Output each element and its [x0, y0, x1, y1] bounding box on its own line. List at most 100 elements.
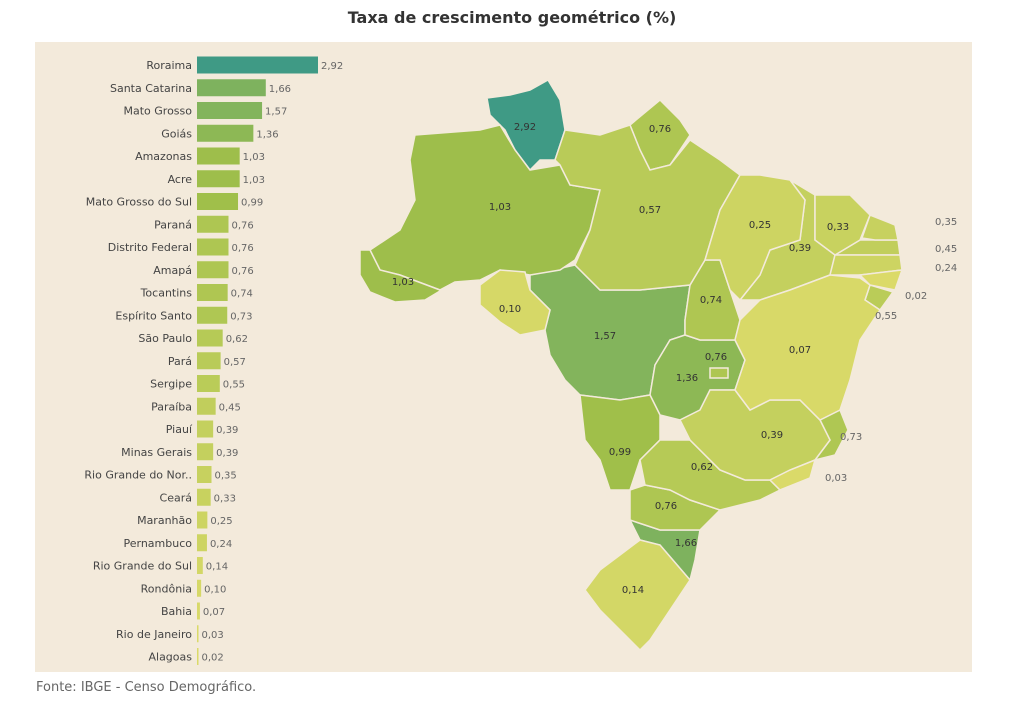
bar-value-label: 0,55	[223, 380, 245, 391]
bar	[197, 466, 212, 483]
bar-label: Roraima	[146, 59, 192, 72]
map-value-label: 0,02	[905, 291, 927, 302]
bar	[197, 329, 223, 347]
map-value-label: 0,07	[789, 345, 811, 356]
bar	[197, 579, 202, 597]
bar-value-label: 0,76	[231, 266, 253, 277]
map-value-label: 0,45	[935, 244, 957, 255]
bar-value-label: 1,03	[243, 152, 265, 163]
map-state	[814, 194, 871, 256]
map-state	[359, 249, 456, 303]
bar-label: Paraná	[154, 218, 192, 231]
bar	[197, 284, 228, 301]
map-value-label: 0,74	[700, 295, 722, 306]
bar-value-label: 0,99	[241, 198, 263, 209]
bar-value-label: 0,24	[210, 539, 232, 550]
bar	[197, 397, 216, 415]
map-value-label: 0,99	[609, 447, 631, 458]
bar	[197, 557, 203, 574]
map-value-label: 2,92	[514, 122, 536, 133]
bar-label: Amazonas	[135, 150, 192, 163]
bar	[197, 215, 229, 233]
bar	[197, 420, 214, 438]
bar-label: Rio Grande do Sul	[93, 560, 192, 573]
map-value-label: 0,39	[789, 243, 811, 254]
map-value-label: 0,73	[840, 432, 862, 443]
bar-value-label: 0,39	[216, 425, 238, 436]
bar-label: Piauí	[166, 423, 193, 436]
chart-title: Taxa de crescimento geométrico (%)	[347, 8, 677, 27]
map-value-label: 0,76	[705, 352, 727, 363]
map-value-label: 1,36	[676, 373, 698, 384]
bar-value-label: 1,03	[243, 175, 265, 186]
bar-value-label: 0,35	[215, 471, 237, 482]
map-value-label: 1,66	[675, 538, 697, 549]
bar	[197, 375, 220, 392]
bar	[197, 511, 208, 529]
map-state	[860, 214, 899, 241]
bar	[197, 625, 199, 643]
bar	[197, 124, 254, 142]
map-value-label: 0,33	[827, 222, 849, 233]
bar	[197, 261, 229, 279]
bar-label: Paraíba	[151, 400, 192, 413]
bar-label: Rio Grande do Nor..	[84, 469, 192, 482]
bar-value-label: 0,57	[224, 357, 246, 368]
chart-panel: Roraima 2,92 Santa Catarina 1,66 Mato Grosso…	[35, 42, 972, 672]
bar-label: Minas Gerais	[121, 446, 192, 459]
bar	[197, 488, 211, 506]
bar-value-label: 2,92	[321, 61, 343, 72]
map-value-label: 0,76	[649, 124, 671, 135]
map-state	[678, 389, 831, 481]
map-value-label: 0,25	[749, 220, 771, 231]
map-state	[734, 274, 882, 421]
bar-value-label: 0,14	[206, 562, 228, 573]
bar-value-label: 0,25	[210, 516, 232, 527]
bar-value-label: 0,10	[204, 584, 226, 595]
map-state	[369, 124, 601, 291]
bar-value-label: 1,57	[265, 107, 287, 118]
source-note: Fonte: IBGE - Censo Demográfico.	[36, 680, 257, 695]
bar	[197, 56, 318, 74]
bar	[197, 193, 239, 210]
bar-value-label: 0,03	[202, 630, 224, 641]
bar-label: Rondônia	[141, 582, 192, 595]
map-value-label: 1,03	[489, 202, 511, 213]
bar-value-label: 0,07	[203, 607, 225, 618]
map-value-label: 1,03	[392, 277, 414, 288]
bar	[197, 102, 263, 119]
bar-value-label: 0,74	[231, 289, 253, 300]
bar	[197, 648, 199, 665]
bar-label: Maranhão	[137, 514, 192, 527]
map-value-label: 0,03	[825, 473, 847, 484]
bar	[197, 306, 228, 324]
map-state	[858, 269, 904, 291]
bar-value-label: 0,39	[216, 448, 238, 459]
bar-value-label: 0,33	[214, 493, 236, 504]
map-value-label: 0,57	[639, 205, 661, 216]
bar-label: Alagoas	[148, 651, 192, 664]
bar	[197, 147, 240, 165]
bar	[197, 170, 240, 188]
bar-value-label: 0,02	[202, 653, 224, 664]
bar-label: Pernambuco	[124, 537, 193, 550]
bar	[197, 238, 229, 256]
bar-label: Tocantins	[140, 287, 193, 300]
bar	[197, 443, 214, 461]
bar-label: Rio de Janeiro	[116, 628, 192, 641]
bar-label: São Paulo	[138, 332, 192, 345]
map-state	[479, 269, 551, 336]
bar-label: Ceará	[160, 491, 192, 504]
map-value-label: 1,57	[594, 331, 616, 342]
bar	[197, 352, 221, 370]
map-value-label: 0,55	[875, 311, 897, 322]
map-state	[703, 174, 806, 302]
map-value-label: 0,10	[499, 304, 521, 315]
bar	[197, 534, 207, 552]
bar-value-label: 0,76	[231, 243, 253, 254]
bar	[197, 79, 266, 97]
bar-label: Goiás	[161, 127, 192, 140]
map-value-label: 0,35	[935, 217, 957, 228]
bar-label: Mato Grosso do Sul	[86, 196, 192, 209]
bar-label: Bahia	[161, 605, 192, 618]
